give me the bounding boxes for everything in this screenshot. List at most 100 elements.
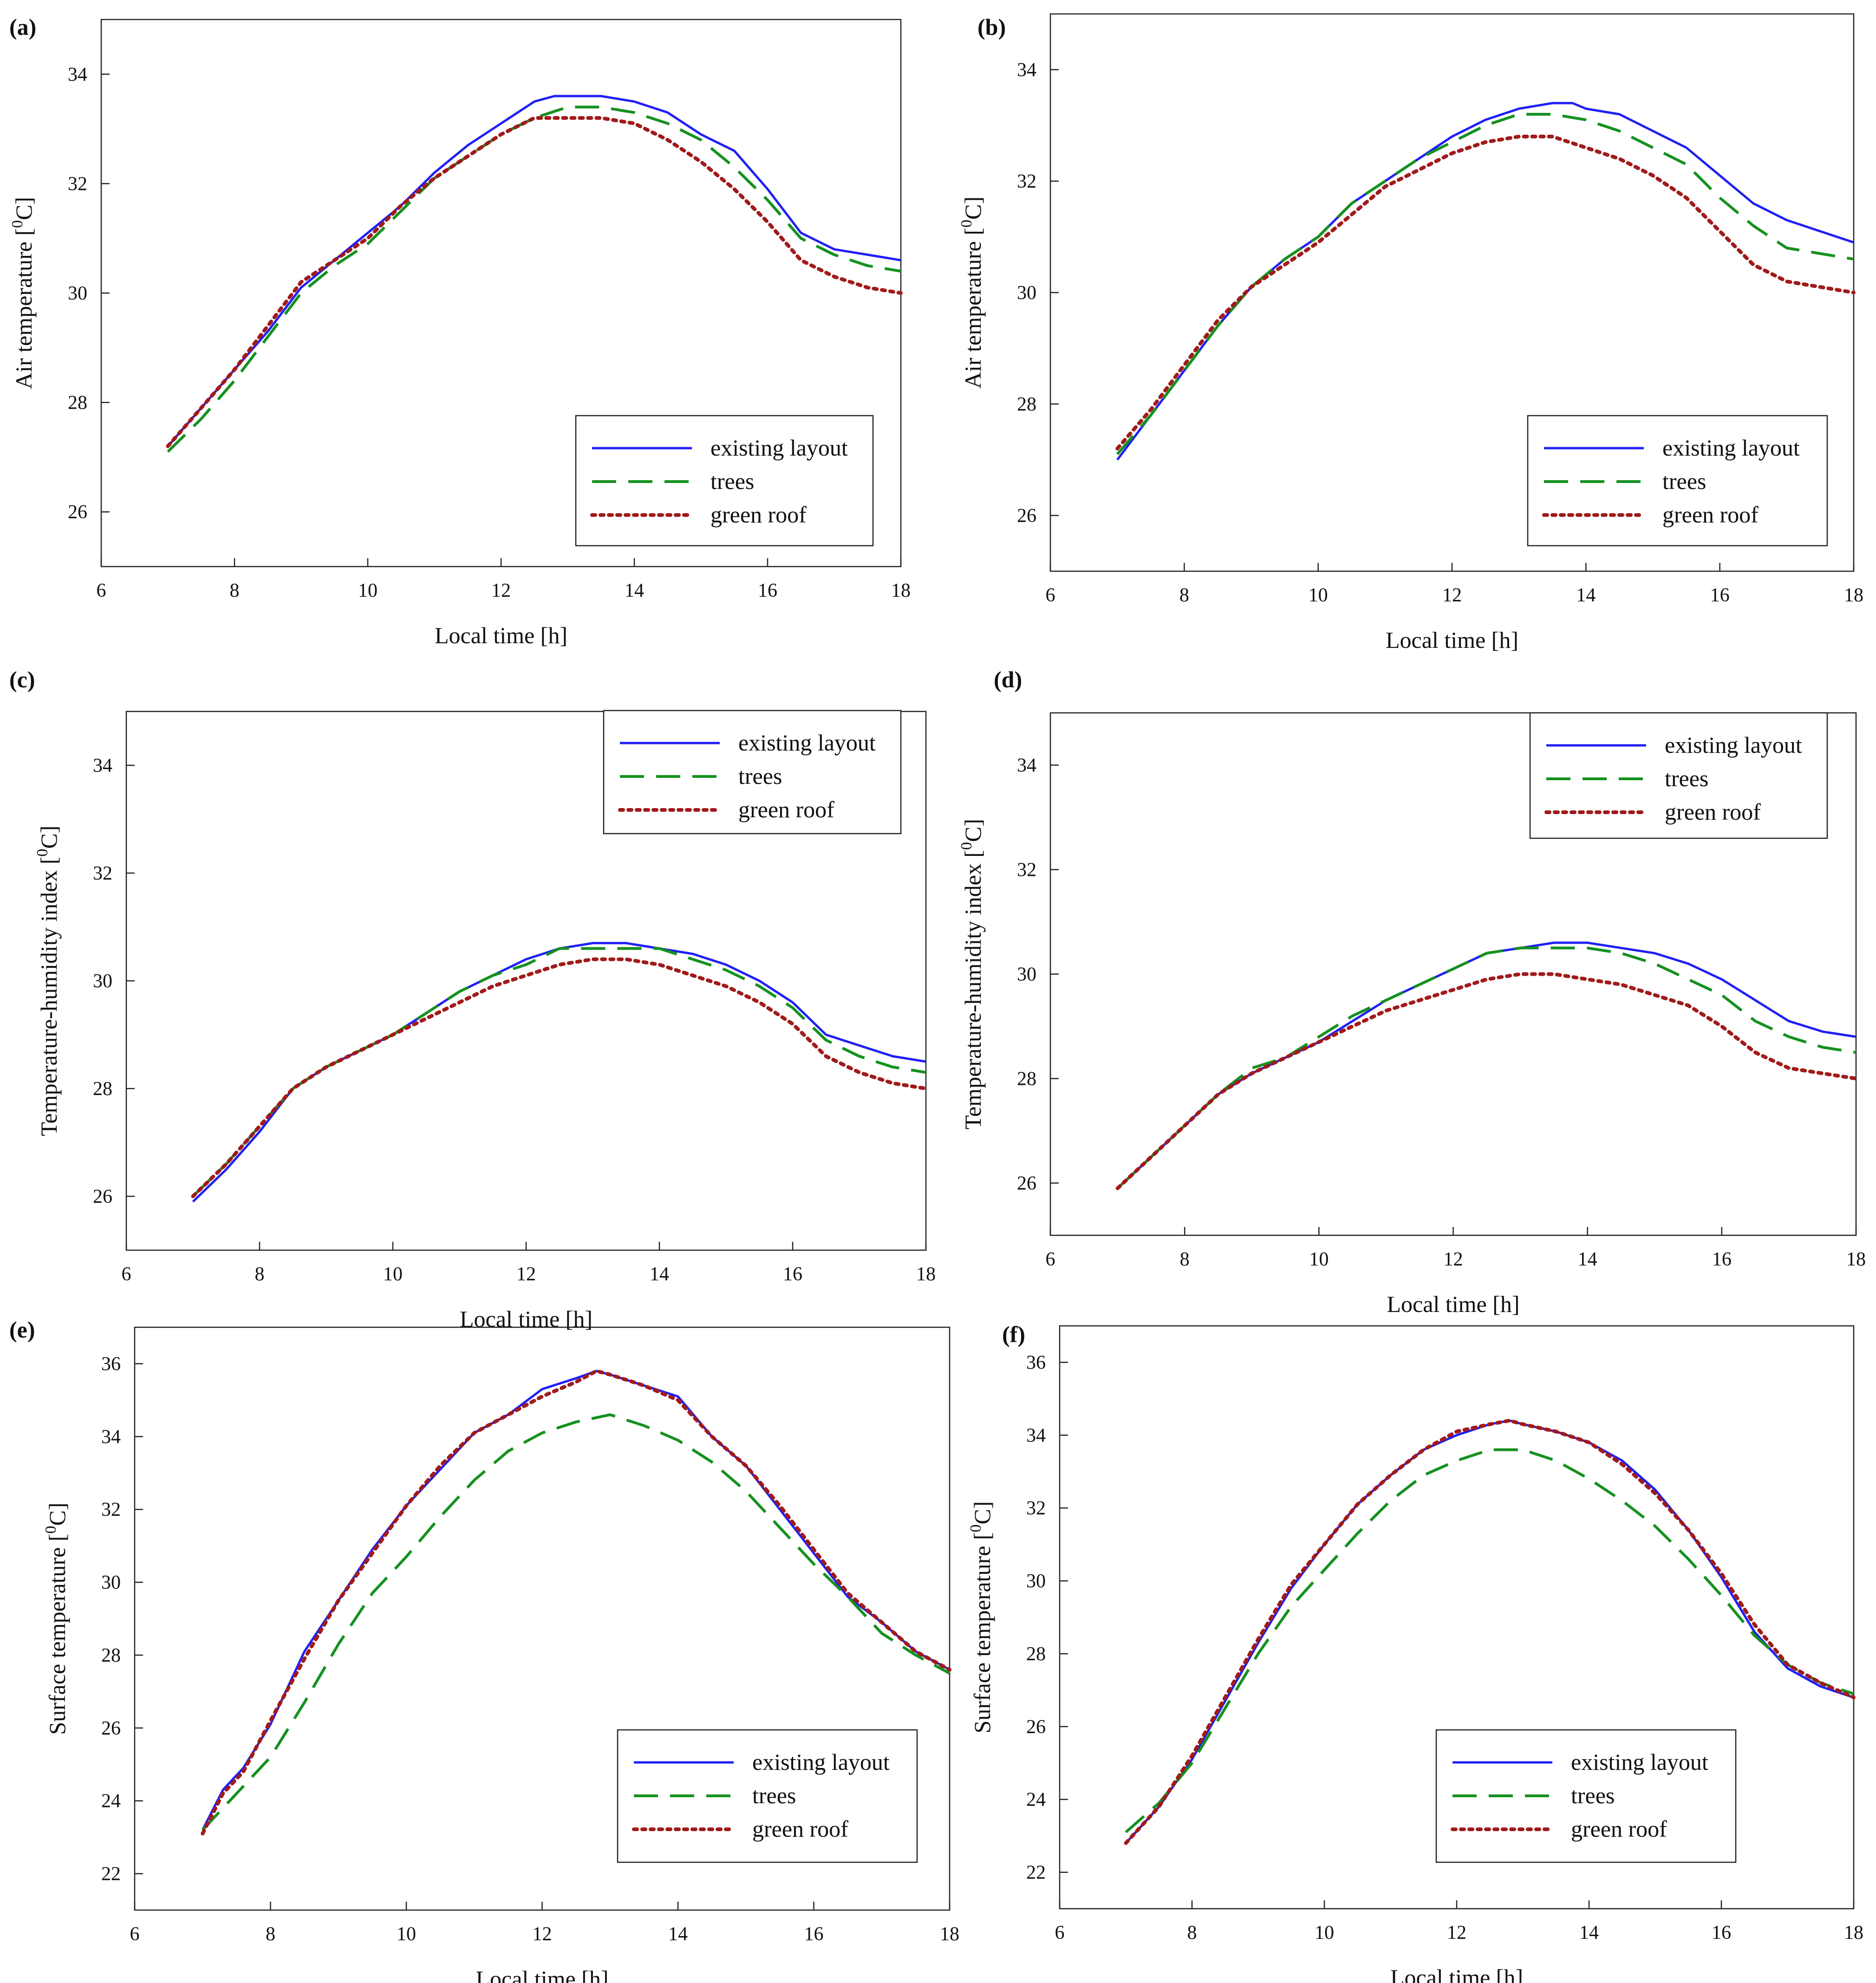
y-tick-label: 32 [68, 173, 87, 195]
y-axis-title: Temperature-humidity index [0C] [34, 826, 62, 1136]
y-tick-label: 36 [1026, 1352, 1046, 1373]
y-axis-title: Air temperature [0C] [9, 197, 37, 389]
y-tick-label: 32 [1026, 1498, 1046, 1519]
x-tick-label: 18 [1844, 1922, 1863, 1944]
legend-label-green-roof: green roof [738, 796, 834, 822]
x-tick-label: 12 [491, 580, 511, 601]
legend: existing layout trees green roof [617, 1729, 918, 1863]
y-tick-label: 34 [68, 64, 87, 85]
legend-box [575, 415, 874, 547]
legend-label-existing-layout: existing layout [1665, 732, 1802, 758]
y-tick-label: 34 [1026, 1425, 1046, 1446]
x-tick-label: 12 [1447, 1922, 1466, 1944]
panel-label: (f) [1002, 1321, 1025, 1347]
y-tick-label: 28 [68, 392, 87, 414]
x-tick-label: 16 [804, 1924, 824, 1945]
y-axis-title: Surface temperature [0C] [967, 1501, 995, 1733]
x-tick-label: 16 [783, 1264, 802, 1285]
legend-label-trees: trees [710, 468, 754, 494]
x-tick-label: 10 [397, 1924, 416, 1945]
x-axis-title: Local time [h] [460, 1306, 593, 1332]
x-tick-label: 8 [230, 580, 240, 601]
y-tick-label: 30 [1026, 1571, 1046, 1592]
chart-panel-3: (c) 6 8 10 12 14 16 18 26 28 30 32 34 Local time [h] T… [9, 666, 936, 1332]
series-line-green-roof [166, 116, 903, 448]
y-tick-label: 34 [101, 1426, 121, 1448]
legend-label-existing-layout: existing layout [738, 730, 876, 756]
y-tick-label: 28 [1017, 394, 1036, 415]
y-axis-title: Surface temperature [0C] [42, 1502, 70, 1735]
x-tick-label: 12 [1442, 585, 1462, 606]
x-tick-label: 6 [122, 1264, 131, 1285]
x-tick-label: 12 [516, 1264, 536, 1285]
legend-box [1529, 712, 1828, 839]
series-line-green-roof [1115, 135, 1856, 450]
x-tick-label: 16 [1712, 1922, 1731, 1944]
x-axis-title: Local time [h] [476, 1966, 609, 1983]
x-tick-label: 10 [383, 1264, 403, 1285]
x-tick-label: 18 [891, 580, 911, 601]
y-tick-label: 24 [1026, 1789, 1046, 1811]
chart-panel-4: (d) 6 8 10 12 14 16 18 26 28 30 32 34 Local time [h] T… [958, 666, 1866, 1317]
y-tick-label: 26 [1017, 505, 1036, 527]
x-tick-label: 10 [1309, 585, 1328, 606]
x-tick-label: 18 [1846, 1249, 1866, 1270]
y-tick-label: 36 [101, 1353, 121, 1375]
legend-label-existing-layout: existing layout [752, 1749, 890, 1775]
x-tick-label: 6 [1046, 585, 1055, 606]
x-tick-label: 8 [255, 1264, 265, 1285]
x-tick-label: 16 [1710, 585, 1730, 606]
series-line-trees [192, 947, 926, 1198]
series-line-trees [167, 105, 901, 453]
series-line-trees [1125, 1448, 1854, 1833]
y-tick-label: 28 [1017, 1069, 1036, 1090]
x-axis-title: Local time [h] [1390, 1964, 1523, 1983]
y-tick-label: 32 [1017, 860, 1036, 881]
y-tick-label: 34 [93, 755, 112, 776]
series-line-existing-layout [167, 95, 901, 447]
x-tick-label: 8 [1187, 1922, 1197, 1944]
y-tick-label: 32 [93, 863, 112, 884]
y-tick-label: 34 [1017, 755, 1036, 776]
y-tick-label: 26 [1026, 1716, 1046, 1738]
x-tick-label: 14 [668, 1924, 688, 1945]
x-tick-label: 18 [1844, 585, 1863, 606]
y-tick-label: 30 [68, 283, 87, 304]
x-tick-label: 16 [1712, 1249, 1732, 1270]
legend-box [603, 710, 902, 835]
legend: existing layout trees green roof [1435, 1729, 1737, 1863]
y-axis-title: Air temperature [0C] [958, 196, 986, 389]
legend-label-trees: trees [1662, 468, 1706, 494]
chart-panel-6: (f) 6 8 10 12 14 16 18 22 24 26 28 30 32 34 36 Local tim… [967, 1321, 1863, 1983]
y-tick-label: 30 [1017, 282, 1036, 304]
x-tick-label: 14 [650, 1264, 669, 1285]
x-tick-label: 14 [1576, 585, 1596, 606]
x-tick-label: 8 [1180, 1249, 1190, 1270]
x-tick-label: 6 [130, 1924, 140, 1945]
legend-label-trees: trees [1665, 765, 1708, 791]
x-axis-title: Local time [h] [1386, 627, 1518, 653]
series-line-trees [1116, 946, 1856, 1189]
x-tick-label: 18 [916, 1264, 936, 1285]
panel-label: (c) [9, 666, 35, 692]
legend-label-existing-layout: existing layout [1662, 435, 1800, 461]
y-axis-title: Temperature-humidity index [0C] [958, 819, 986, 1129]
x-tick-label: 6 [97, 580, 106, 601]
legend-label-green-roof: green roof [1665, 799, 1761, 825]
legend-box [1527, 415, 1828, 547]
y-tick-label: 26 [101, 1718, 121, 1739]
panel-label: (b) [977, 14, 1006, 40]
chart-panel-5: (e) 6 8 10 12 14 16 18 22 24 26 28 30 32 34 36 Local tim… [9, 1317, 959, 1983]
x-tick-label: 12 [1444, 1249, 1463, 1270]
series-line-existing-layout [1116, 102, 1854, 461]
panel-label: (a) [9, 14, 36, 40]
x-tick-label: 10 [1309, 1249, 1329, 1270]
y-tick-label: 32 [1017, 171, 1036, 192]
x-axis-title: Local time [h] [435, 622, 567, 648]
y-tick-label: 30 [101, 1572, 121, 1593]
x-tick-label: 10 [1315, 1922, 1334, 1944]
x-tick-label: 14 [1579, 1922, 1599, 1944]
x-tick-label: 16 [758, 580, 777, 601]
y-tick-label: 28 [1026, 1644, 1046, 1665]
legend: existing layout trees green roof [575, 415, 874, 547]
